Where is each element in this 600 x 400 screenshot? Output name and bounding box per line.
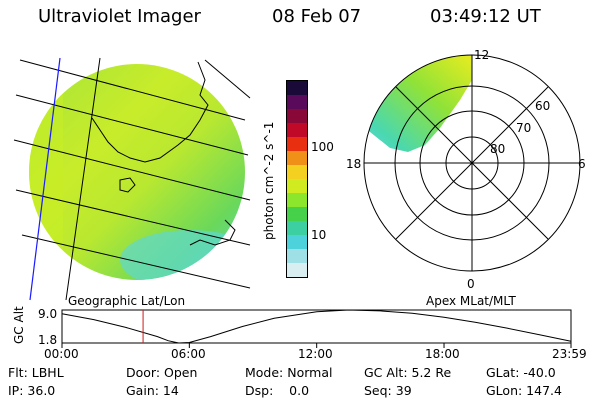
colorbar-swatch: [287, 123, 307, 137]
time-tick-0: 00:00: [44, 347, 79, 361]
colorbar-swatch: [287, 193, 307, 207]
colorbar-swatch: [287, 249, 307, 263]
colorbar-swatch: [287, 235, 307, 249]
lat-label-80: 80: [490, 142, 505, 156]
mlt-label-12: 12: [474, 48, 489, 62]
colorbar-swatch: [287, 81, 307, 95]
altitude-plot: 9.0 1.8 GC Alt: [12, 306, 572, 348]
left-panel-label: Geographic Lat/Lon: [68, 294, 186, 308]
coastline: [91, 61, 236, 246]
info-filter: Flt: LBHL: [8, 365, 64, 380]
colorbar-swatch: [287, 165, 307, 179]
mlt-label-18: 18: [346, 157, 361, 171]
colorbar-swatch: [287, 221, 307, 235]
lat-label-70: 70: [516, 121, 531, 135]
colorbar-swatch: [287, 207, 307, 221]
geographic-image: [13, 57, 251, 300]
alt-tick-9: 9.0: [38, 307, 57, 321]
altitude-plot-frame: [61, 309, 572, 344]
info-ip: IP: 36.0: [8, 383, 56, 398]
color-bar: [286, 80, 308, 278]
info-gc-alt: GC Alt: 5.2 Re: [364, 365, 452, 380]
info-glon: GLon: 147.4: [486, 383, 562, 398]
info-seq: Seq: 39: [364, 383, 412, 398]
colorbar-swatch: [287, 137, 307, 151]
polar-grid: [363, 54, 581, 272]
graticule: [13, 57, 251, 300]
colorbar-swatch: [287, 109, 307, 123]
geographic-disk: [29, 64, 245, 280]
colorbar-swatch: [287, 263, 307, 277]
time-tick-2: 12:00: [298, 347, 333, 361]
colorbar-swatch: [287, 95, 307, 109]
polar-plot: 12 18 6 0 60 70 80: [346, 48, 586, 291]
mlt-label-6: 6: [578, 157, 586, 171]
colorbar-swatch: [287, 179, 307, 193]
info-dsp: Dsp: 0.0: [245, 383, 310, 398]
time-label: 03:49:12 UT: [430, 6, 541, 27]
colorbar-tick-10: 10: [311, 228, 327, 242]
instrument-title: Ultraviolet Imager: [38, 6, 201, 27]
time-tick-1: 06:00: [171, 347, 206, 361]
info-gain: Gain: 14: [126, 383, 179, 398]
lat-label-60: 60: [535, 99, 550, 113]
meridian-line: [29, 57, 61, 300]
time-tick-4: 23:59: [552, 347, 587, 361]
colorbar-tick-100: 100: [311, 140, 334, 154]
alt-ylabel: GC Alt: [12, 306, 26, 344]
altitude-curve: [61, 309, 571, 344]
colorbar-swatch: [287, 151, 307, 165]
info-glat: GLat: -40.0: [486, 365, 556, 380]
right-panel-label: Apex MLat/MLT: [426, 294, 516, 308]
aurora-region: [364, 55, 472, 152]
colorbar-label: photon cm^-2 s^-1: [262, 121, 276, 240]
info-mode: Mode: Normal: [245, 365, 333, 380]
alt-tick-1-8: 1.8: [38, 333, 57, 347]
info-door: Door: Open: [126, 365, 198, 380]
mlt-label-0: 0: [467, 277, 475, 291]
date-label: 08 Feb 07: [272, 6, 362, 27]
time-tick-3: 18:00: [425, 347, 460, 361]
